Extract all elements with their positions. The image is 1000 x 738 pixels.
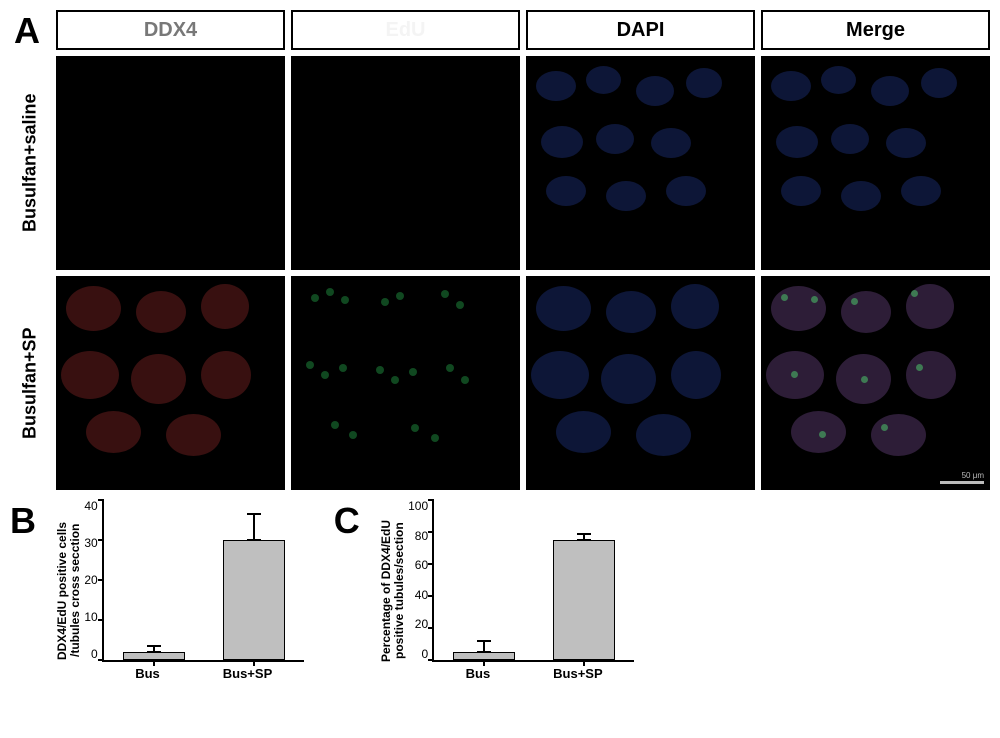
panel-c-letter: C <box>334 500 374 542</box>
bar-Bus <box>123 652 185 660</box>
micrograph-saline-ddx4 <box>56 56 285 270</box>
col-header-dapi: DAPI <box>526 10 755 50</box>
chart-c-ylabel: Percentage of DDX4/EdUpositive tubules/s… <box>380 500 406 681</box>
panel-c: C Percentage of DDX4/EdUpositive tubules… <box>334 500 634 681</box>
bar-Bus+SP <box>223 540 285 660</box>
chart-b-plot <box>102 500 304 662</box>
x-tick-label: Bus+SP <box>223 666 273 681</box>
col-header-label: Merge <box>846 19 905 42</box>
chart-b-ylabel: DDX4/EdU positive cells/tubules cross se… <box>56 500 82 681</box>
col-header-ddx4: DDX4 <box>56 10 285 50</box>
row-label-sp: Busulfan+SP <box>10 276 50 490</box>
col-header-edu: EdU <box>291 10 520 50</box>
micrograph-sp-merge: 50 μm <box>761 276 990 490</box>
col-header-merge: Merge <box>761 10 990 50</box>
panel-b-letter: B <box>10 500 50 542</box>
chart-b-axis: 403020100 BusBus+SP <box>84 500 303 681</box>
bar-Bus <box>453 652 515 660</box>
panel-a-letter: A <box>10 10 50 50</box>
bar-Bus+SP <box>553 540 615 660</box>
col-header-label: DAPI <box>617 19 665 42</box>
chart-b-wrap: DDX4/EdU positive cells/tubules cross se… <box>56 500 304 681</box>
figure: A DDX4 EdU DAPI Merge Busulfan+saline Bu… <box>10 10 990 681</box>
col-header-label: EdU <box>386 19 426 42</box>
chart-c-plot <box>432 500 634 662</box>
chart-c-yticks: 100806040200 <box>408 500 432 660</box>
chart-c-wrap: Percentage of DDX4/EdUpositive tubules/s… <box>380 500 634 681</box>
micrograph-saline-merge <box>761 56 990 270</box>
x-tick-label: Bus <box>135 666 160 681</box>
x-tick-label: Bus+SP <box>553 666 603 681</box>
micrograph-sp-edu <box>291 276 520 490</box>
panel-b: B DDX4/EdU positive cells/tubules cross … <box>10 500 304 681</box>
x-tick-label: Bus <box>466 666 491 681</box>
chart-c-axis: 100806040200 Bus Bus+SP <box>408 500 634 681</box>
micrograph-saline-dapi <box>526 56 755 270</box>
micrograph-saline-edu <box>291 56 520 270</box>
micrograph-sp-dapi <box>526 276 755 490</box>
bottom-charts: B DDX4/EdU positive cells/tubules cross … <box>10 500 990 681</box>
row-label-saline: Busulfan+saline <box>10 56 50 270</box>
panel-a: A DDX4 EdU DAPI Merge Busulfan+saline Bu… <box>10 10 990 490</box>
chart-c-xticks: Bus Bus+SP <box>434 662 634 681</box>
micrograph-sp-ddx4 <box>56 276 285 490</box>
chart-b-xticks: Bus Bus+SP <box>104 662 304 681</box>
col-header-label: DDX4 <box>144 19 197 42</box>
